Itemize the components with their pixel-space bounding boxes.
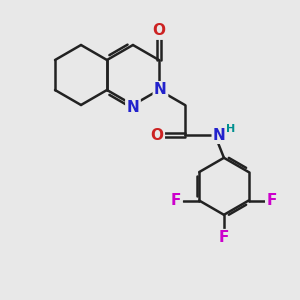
Text: O: O — [151, 128, 164, 142]
Text: F: F — [219, 230, 229, 245]
Text: N: N — [213, 128, 226, 142]
Text: F: F — [171, 193, 181, 208]
Text: N: N — [127, 100, 139, 115]
Text: H: H — [226, 124, 235, 134]
Text: N: N — [154, 82, 167, 98]
Text: O: O — [152, 23, 165, 38]
Text: F: F — [266, 193, 277, 208]
